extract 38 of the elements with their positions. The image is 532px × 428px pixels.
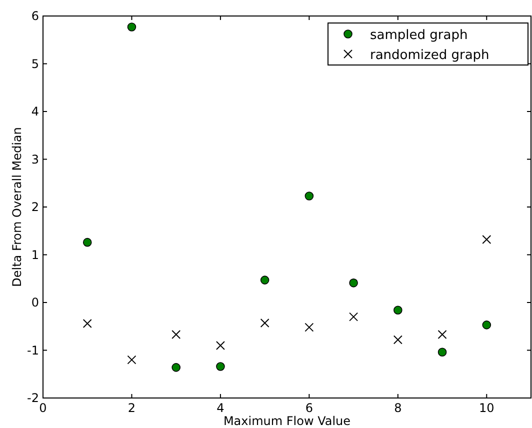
y-tick-label: 6 (31, 9, 39, 23)
x-tick-label: 2 (128, 401, 136, 415)
y-tick-label: 3 (31, 152, 39, 166)
y-tick-label: -2 (27, 391, 39, 405)
point (216, 340, 225, 350)
point (260, 276, 270, 284)
point (304, 192, 314, 200)
point (127, 22, 136, 32)
point (260, 318, 270, 328)
x-tick-label: 6 (305, 401, 313, 415)
y-tick-label: 0 (31, 296, 39, 310)
point (82, 238, 92, 247)
x-tick-label: 10 (478, 401, 494, 415)
point (172, 363, 180, 372)
y-tick-label: 5 (31, 56, 39, 71)
point (349, 312, 358, 322)
point (82, 319, 92, 328)
point (216, 362, 225, 371)
point (304, 322, 314, 332)
point (482, 320, 492, 330)
point (438, 348, 447, 357)
legend-label: randomized graph (370, 48, 490, 63)
point (482, 234, 492, 244)
point (349, 278, 358, 288)
point (127, 355, 136, 364)
y-tick-label: -1 (27, 343, 39, 358)
point (394, 306, 402, 315)
y-tick-label: 2 (31, 200, 39, 214)
point (438, 330, 447, 339)
x-tick-label: 4 (216, 401, 224, 415)
y-tick-label: 1 (31, 248, 39, 262)
y-tick-label: 4 (31, 104, 39, 118)
x-axis-title: Maximum Flow Value (223, 414, 351, 428)
x-tick-label: 8 (394, 401, 402, 415)
legend-label: sampled graph (370, 28, 468, 43)
y-axis-title: Delta From Overall Median (10, 127, 24, 287)
point (172, 330, 181, 339)
point (393, 335, 402, 344)
